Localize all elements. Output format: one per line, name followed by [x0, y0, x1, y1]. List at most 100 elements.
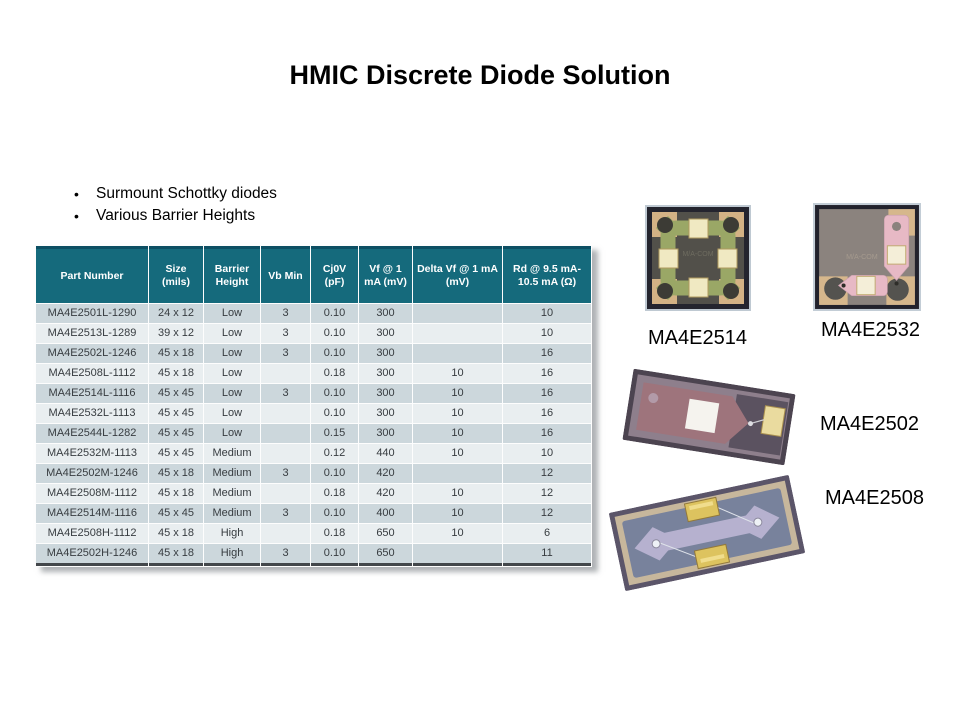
table-cell: MA4E2532L-1113 — [36, 404, 148, 423]
table-cell: 3 — [261, 304, 310, 323]
table-cell: 300 — [359, 324, 412, 343]
table-cell: MA4E2508L-1112 — [36, 364, 148, 383]
table-cell: 0.18 — [311, 484, 358, 503]
table-cell: 0.10 — [311, 464, 358, 483]
table-row: MA4E2501L-1290 24 x 12 Low 3 0.10 300 10 — [36, 304, 591, 323]
chip-label-ma4e2514: MA4E2514 — [648, 327, 747, 349]
table-cell: High — [204, 544, 260, 566]
table-cell: Medium — [204, 464, 260, 483]
table-cell: 16 — [503, 344, 591, 363]
column-header: Size (mils) — [149, 246, 203, 303]
table-cell: 10 — [413, 504, 502, 523]
table-cell: 45 x 18 — [149, 544, 203, 566]
table-row: MA4E2508L-1112 45 x 18 Low 0.18 300 10 16 — [36, 364, 591, 383]
table-cell: Low — [204, 304, 260, 323]
table-cell: 10 — [503, 444, 591, 463]
table-cell: MA4E2514L-1116 — [36, 384, 148, 403]
table-cell: 10 — [413, 484, 502, 503]
table-cell: 0.10 — [311, 304, 358, 323]
chip-die-photo — [622, 368, 796, 466]
chip-die-photo: M/A-COM — [645, 205, 751, 311]
chip-die-photo: M/A-COM — [813, 203, 921, 311]
table-cell — [261, 364, 310, 383]
table-cell: 10 — [413, 524, 502, 543]
table-cell: 3 — [261, 504, 310, 523]
table-cell: MA4E2502H-1246 — [36, 544, 148, 566]
table-cell: 420 — [359, 484, 412, 503]
table-cell: 12 — [503, 504, 591, 523]
bullet-item: Various Barrier Heights — [70, 205, 277, 227]
column-header: Part Number — [36, 246, 148, 303]
table-cell: Low — [204, 364, 260, 383]
table-cell: Medium — [204, 444, 260, 463]
table-cell: 45 x 18 — [149, 524, 203, 543]
table-header-row: Part Number Size (mils) Barrier Height Vb M… — [36, 246, 591, 303]
table-cell: 45 x 18 — [149, 364, 203, 383]
table-cell: 45 x 45 — [149, 444, 203, 463]
table-cell: 300 — [359, 304, 412, 323]
table-cell: 39 x 12 — [149, 324, 203, 343]
table-cell: 16 — [503, 404, 591, 423]
table-cell: Low — [204, 384, 260, 403]
bullet-list: Surmount Schottky diodes Various Barrier… — [70, 183, 277, 227]
table-cell: Low — [204, 324, 260, 343]
table-cell — [261, 444, 310, 463]
table-cell: Low — [204, 404, 260, 423]
chip-watermark-text: M/A-COM — [846, 253, 878, 261]
chip-label-ma4e2502: MA4E2502 — [820, 413, 919, 435]
table-cell: 16 — [503, 424, 591, 443]
table-cell: 3 — [261, 324, 310, 343]
column-header: Barrier Height — [204, 246, 260, 303]
table-cell: 45 x 45 — [149, 424, 203, 443]
table-cell: 10 — [413, 444, 502, 463]
table-cell: 300 — [359, 424, 412, 443]
table-cell: 440 — [359, 444, 412, 463]
column-header: Vf @ 1 mA (mV) — [359, 246, 412, 303]
table-cell: 45 x 45 — [149, 384, 203, 403]
table-cell: 0.10 — [311, 404, 358, 423]
table-cell: 650 — [359, 524, 412, 543]
table-cell: 45 x 18 — [149, 344, 203, 363]
table-row: MA4E2502M-1246 45 x 18 Medium 3 0.10 420 12 — [36, 464, 591, 483]
table-cell — [261, 424, 310, 443]
table-cell: MA4E2501L-1290 — [36, 304, 148, 323]
table-cell — [413, 344, 502, 363]
table-cell: MA4E2532M-1113 — [36, 444, 148, 463]
table-cell: 10 — [413, 424, 502, 443]
table-cell: 0.18 — [311, 364, 358, 383]
table-cell: 0.12 — [311, 444, 358, 463]
column-header: Delta Vf @ 1 mA (mV) — [413, 246, 502, 303]
table-cell — [413, 544, 502, 566]
table-cell: 0.10 — [311, 344, 358, 363]
table-cell: MA4E2502L-1246 — [36, 344, 148, 363]
column-header: Cj0V (pF) — [311, 246, 358, 303]
chip-label-ma4e2508: MA4E2508 — [825, 487, 924, 509]
table-row: MA4E2532M-1113 45 x 45 Medium 0.12 440 10 10 — [36, 444, 591, 463]
table-cell: 0.10 — [311, 324, 358, 343]
table-cell: 0.10 — [311, 544, 358, 566]
table-cell: 300 — [359, 384, 412, 403]
table-row: MA4E2508H-1112 45 x 18 High 0.18 650 10 6 — [36, 524, 591, 543]
table-cell: 0.10 — [311, 504, 358, 523]
diode-spec-table-container: Part Number Size (mils) Barrier Height Vb M… — [35, 245, 592, 567]
table-cell: 45 x 45 — [149, 504, 203, 523]
table-cell — [413, 464, 502, 483]
table-cell: MA4E2544L-1282 — [36, 424, 148, 443]
table-row: MA4E2513L-1289 39 x 12 Low 3 0.10 300 10 — [36, 324, 591, 343]
table-cell — [261, 524, 310, 543]
table-row: MA4E2532L-1113 45 x 45 Low 0.10 300 10 16 — [36, 404, 591, 423]
table-cell: MA4E2502M-1246 — [36, 464, 148, 483]
table-cell: MA4E2513L-1289 — [36, 324, 148, 343]
table-cell: Medium — [204, 504, 260, 523]
chip-image-ma4e2514: M/A-COM — [645, 204, 751, 312]
table-cell: 300 — [359, 404, 412, 423]
table-cell: 11 — [503, 544, 591, 566]
table-cell: 16 — [503, 384, 591, 403]
table-row: MA4E2544L-1282 45 x 45 Low 0.15 300 10 16 — [36, 424, 591, 443]
table-cell: 3 — [261, 384, 310, 403]
chip-label-ma4e2532: MA4E2532 — [821, 319, 920, 341]
table-row: MA4E2508M-1112 45 x 18 Medium 0.18 420 10 12 — [36, 484, 591, 503]
chip-image-ma4e2508 — [608, 474, 806, 592]
column-header: Rd @ 9.5 mA-10.5 mA (Ω) — [503, 246, 591, 303]
